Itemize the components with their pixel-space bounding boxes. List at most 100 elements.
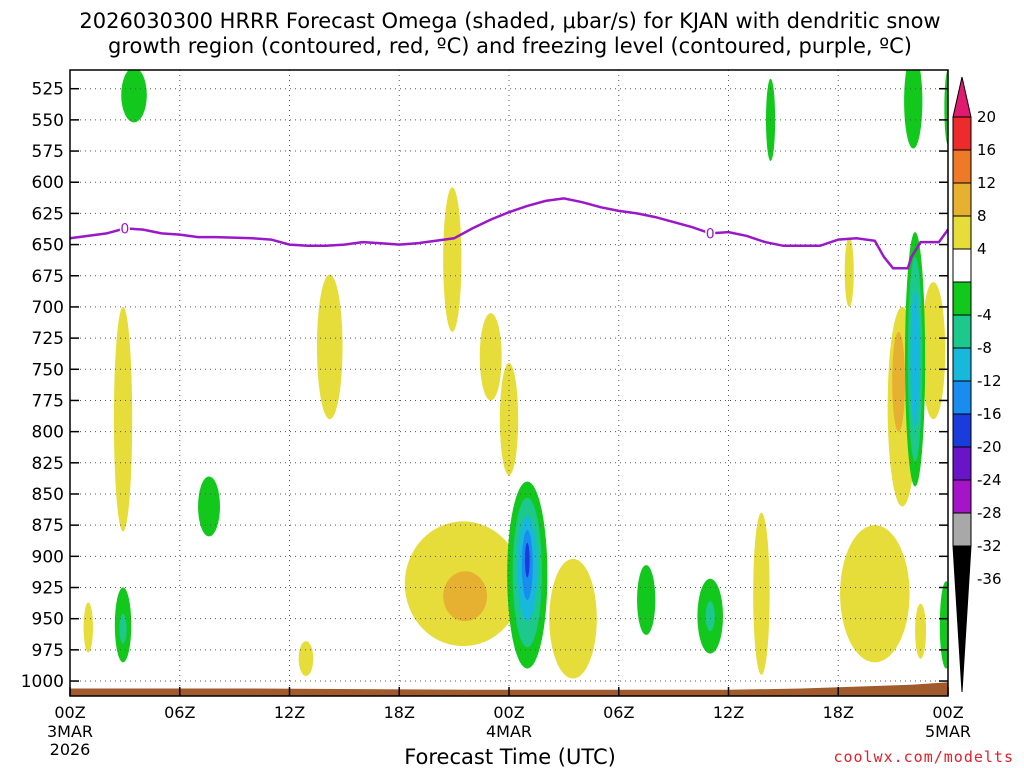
freezing-label-0: 0: [120, 221, 129, 237]
y-tick-label-625: 625: [32, 204, 64, 224]
colorbar-bin-11: [952, 479, 972, 514]
omega-region-5: [198, 476, 220, 537]
colorbar-bin-5: [952, 281, 972, 316]
freezing-level-line: [69, 197, 950, 270]
y-tick-label-525: 525: [32, 80, 64, 100]
colorbar-label-3: 8: [977, 207, 987, 225]
colorbar-bin-3: [952, 215, 972, 250]
omega-region-18: [524, 542, 530, 578]
omega-region-20: [637, 565, 656, 635]
colorbar-bottom-cap: [952, 545, 972, 693]
x-tick-label-2: 12Z: [274, 703, 305, 722]
omega-region-8: [298, 641, 314, 677]
colorbar-label-9: -20: [977, 438, 1002, 456]
y-tick-label-775: 775: [32, 391, 64, 411]
y-tick-label-875: 875: [32, 516, 64, 536]
y-tick-label-750: 750: [32, 360, 64, 380]
colorbar-bin-2: [952, 182, 972, 217]
colorbar-label-1: 16: [977, 141, 996, 159]
x-axis-label: Forecast Time (UTC): [404, 745, 616, 768]
colorbar-label-5: -4: [977, 306, 992, 324]
omega-region-6: [83, 602, 93, 653]
omega-region-13: [499, 363, 519, 476]
y-tick-label-800: 800: [32, 423, 64, 443]
y-tick-label-925: 925: [32, 579, 64, 599]
x-tick-label-1: 06Z: [164, 703, 195, 722]
omega-region-28: [892, 331, 906, 432]
colorbar-bin-12: [952, 512, 972, 547]
freezing-label-1: 0: [706, 226, 715, 242]
omega-region-7: [316, 274, 343, 420]
colorbar-bin-1: [952, 149, 972, 184]
omega-region-31: [904, 70, 923, 149]
chart-title-line2: growth region (contoured, red, ºC) and f…: [108, 34, 912, 58]
omega-region-4: [119, 613, 127, 644]
y-axis-ticks: 525 550 575 600 625 650 675 700 725 750 775 800 825 8…: [21, 80, 948, 692]
chart-title: 2026030300 HRRR Forecast Omega (shaded, …: [79, 9, 940, 33]
omega-region-1: [113, 306, 133, 532]
y-tick-label-550: 550: [32, 111, 64, 131]
x-tick-date-0: 3MAR: [47, 722, 93, 741]
omega-region-19: [549, 558, 597, 679]
y-tick-label-575: 575: [32, 142, 64, 162]
colorbar-bin-8: [952, 380, 972, 415]
colorbar-label-0: 20: [977, 108, 996, 126]
x-tick-label-3: 18Z: [384, 703, 415, 722]
omega-region-22: [705, 601, 715, 632]
omega-region-26: [840, 525, 910, 663]
x-tick-label-0: 00Z: [54, 703, 85, 722]
y-tick-label-675: 675: [32, 267, 64, 287]
y-tick-label-600: 600: [32, 173, 64, 193]
colorbar-label-4: 4: [977, 240, 987, 258]
y-tick-label-850: 850: [32, 485, 64, 505]
colorbar-label-12: -32: [977, 537, 1002, 555]
colorbar-bin-9: [952, 413, 972, 448]
omega-region-23: [753, 512, 770, 675]
colorbar-bin-7: [952, 347, 972, 382]
omega-region-11: [443, 571, 488, 622]
x-tick-date-4: 4MAR: [486, 722, 532, 741]
y-tick-label-975: 975: [32, 641, 64, 661]
colorbar-bin-4: [952, 248, 972, 283]
omega-region-9: [443, 187, 462, 332]
x-tick-label-8: 00Z: [932, 703, 963, 722]
freezing-label-bg-1: [705, 225, 716, 240]
colorbar-label-10: -24: [977, 471, 1002, 489]
omega-region-25: [844, 237, 854, 307]
y-tick-label-725: 725: [32, 329, 64, 349]
y-tick-label-1000: 1000: [21, 672, 64, 692]
colorbar-top-cap: [952, 76, 972, 118]
y-tick-label-650: 650: [32, 236, 64, 256]
colorbar-label-2: 12: [977, 174, 996, 192]
colorbar-label-11: -28: [977, 504, 1002, 522]
omega-region-12: [479, 313, 502, 401]
colorbar-label-13: -36: [977, 570, 1002, 588]
x-tick-label-7: 18Z: [823, 703, 854, 722]
colorbar-label-6: -8: [977, 339, 992, 357]
x-tick-date-8: 5MAR: [925, 722, 971, 741]
colorbar-label-8: -16: [977, 405, 1002, 423]
x-tick-label-4: 00Z: [493, 703, 524, 722]
colorbar: 20 16 12 8 4 -4 -8 -12 -16 -20 -24 -28 -32 -36: [952, 76, 1002, 693]
colorbar-bin-6: [952, 314, 972, 349]
freezing-label-bg-0: [119, 220, 130, 235]
omega-region-34: [910, 290, 920, 428]
omega-region-35: [939, 581, 948, 669]
y-tick-label-900: 900: [32, 547, 64, 567]
x-tick-year-0: 2026: [50, 740, 91, 759]
omega-shading: [83, 70, 948, 679]
y-tick-label-950: 950: [32, 610, 64, 630]
x-tick-label-6: 12Z: [713, 703, 744, 722]
colorbar-bin-10: [952, 446, 972, 481]
omega-region-29: [915, 603, 927, 659]
credit-text: coolwx.com/modelts: [833, 748, 1014, 766]
colorbar-label-7: -12: [977, 372, 1002, 390]
y-tick-label-825: 825: [32, 454, 64, 474]
y-tick-label-700: 700: [32, 298, 64, 318]
x-tick-label-5: 06Z: [603, 703, 634, 722]
colorbar-bin-0: [952, 116, 972, 151]
omega-region-0: [121, 70, 147, 123]
